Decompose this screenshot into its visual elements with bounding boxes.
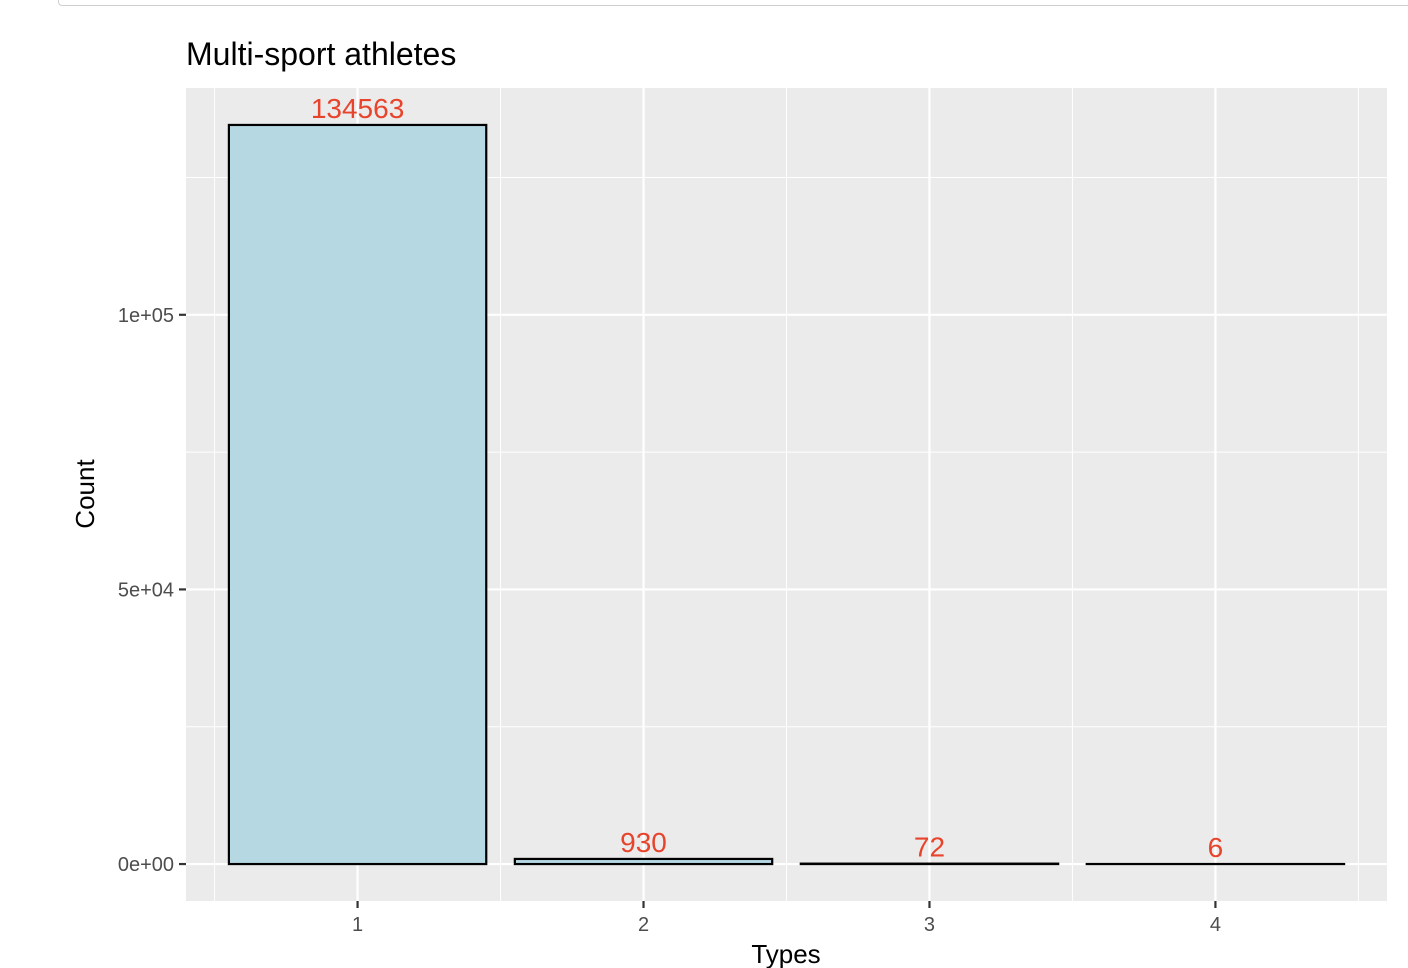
- data-label-1: 134563: [311, 93, 404, 124]
- y-tick-label: 5e+04: [118, 579, 174, 601]
- bars: [227, 123, 1346, 866]
- y-tick-label: 1e+05: [118, 305, 174, 327]
- y-tick-label: 0e+00: [118, 854, 174, 876]
- x-tick-label: 4: [1210, 914, 1221, 936]
- x-axis: 1 2 3 4: [352, 901, 1221, 936]
- x-axis-title: Types: [751, 939, 820, 968]
- bar-1: [227, 123, 488, 866]
- chart-title: Multi-sport athletes: [186, 36, 456, 72]
- x-tick-label: 2: [638, 914, 649, 936]
- data-label-4: 6: [1208, 832, 1224, 863]
- x-tick-label: 1: [352, 914, 363, 936]
- y-axis: 0e+00 5e+04 1e+05: [118, 305, 186, 876]
- data-labels: 134563 930 72 6: [311, 93, 1223, 863]
- window-frame-edge: [58, 0, 1408, 6]
- bar-2: [513, 857, 774, 866]
- data-label-2: 930: [620, 827, 667, 858]
- x-tick-label: 3: [924, 914, 935, 936]
- y-axis-title: Count: [70, 459, 100, 529]
- data-label-3: 72: [914, 832, 945, 863]
